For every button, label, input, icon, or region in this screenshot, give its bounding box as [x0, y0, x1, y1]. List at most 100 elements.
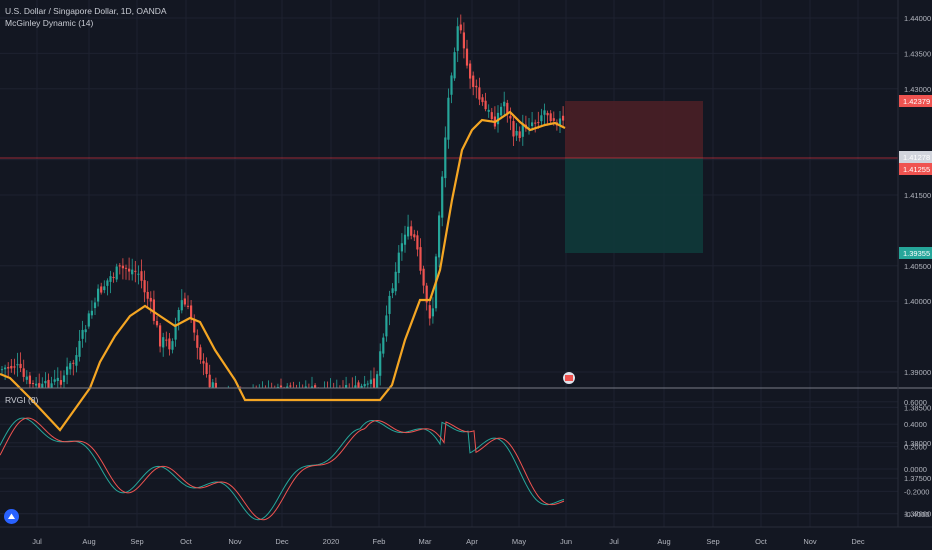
- price-axis-label: 1.43000: [904, 85, 931, 94]
- candle-body: [540, 115, 543, 122]
- price-axis-label: 1.39000: [904, 368, 931, 377]
- rvgi-signal-line: [0, 417, 565, 521]
- candle-body: [546, 112, 549, 116]
- candle-body: [196, 335, 199, 348]
- candle-body: [506, 102, 509, 114]
- candle-body: [407, 226, 410, 237]
- current-price-tag: [899, 151, 932, 163]
- candle-body: [19, 363, 22, 369]
- candle-body: [410, 226, 413, 236]
- candle-body: [363, 384, 366, 387]
- candle-body: [90, 310, 93, 316]
- candle-body: [72, 362, 75, 364]
- time-axis-label: Apr: [466, 537, 478, 546]
- candle-body: [490, 112, 493, 120]
- candle-body: [31, 383, 35, 385]
- candle-body: [372, 378, 376, 388]
- candle-body: [509, 115, 512, 119]
- candle-body: [199, 347, 202, 360]
- time-axis-label: Sep: [130, 537, 143, 546]
- candle-body: [186, 305, 190, 307]
- time-axis-label: Aug: [82, 537, 95, 546]
- candle-body: [56, 377, 59, 381]
- candle-body: [304, 386, 307, 388]
- candle-body: [521, 123, 524, 137]
- candle-body: [109, 276, 112, 282]
- entry-price-tag: [899, 163, 932, 175]
- take-profit-zone[interactable]: [565, 158, 703, 253]
- candle-body: [22, 368, 25, 377]
- candle-body: [190, 305, 193, 319]
- candle-body: [416, 235, 419, 250]
- event-flag-icon[interactable]: [563, 372, 575, 384]
- candle-body: [549, 113, 552, 122]
- indicator-legend-mcginley[interactable]: McGinley Dynamic (14): [5, 18, 94, 28]
- candle-body: [558, 118, 562, 127]
- candle-body: [174, 323, 177, 340]
- candle-body: [518, 131, 521, 139]
- price-axis-label: 1.43500: [904, 49, 931, 58]
- time-axis-label: Dec: [851, 537, 865, 546]
- rvgi-axis-label: 0.2000: [904, 443, 927, 452]
- candle-body: [345, 385, 348, 388]
- candle-body: [118, 265, 121, 267]
- symbol-title[interactable]: U.S. Dollar / Singapore Dollar, 1D, OAND…: [5, 6, 167, 16]
- candle-body: [394, 271, 397, 292]
- candle-body: [103, 286, 106, 291]
- candle-body: [121, 265, 124, 269]
- candle-body: [152, 299, 155, 321]
- candle-body: [44, 380, 47, 384]
- candle-body: [537, 122, 540, 124]
- candle-body: [289, 385, 292, 387]
- candle-body: [400, 243, 403, 252]
- time-axis-label: Sep: [706, 537, 719, 546]
- stop-loss-zone[interactable]: [565, 101, 703, 158]
- price-axis-label: 1.40500: [904, 262, 931, 271]
- candle-body: [146, 291, 149, 299]
- candle-body: [16, 364, 19, 366]
- candle-body: [35, 383, 38, 386]
- target-price-tag: [899, 247, 932, 259]
- candle-body: [388, 295, 391, 314]
- rvgi-pane: [0, 417, 565, 521]
- indicator-legend-rvgi[interactable]: RVGI (8): [5, 395, 39, 405]
- candle-body: [478, 87, 481, 100]
- candle-body: [137, 273, 140, 275]
- candle-body: [496, 112, 500, 125]
- candle-body: [369, 379, 372, 384]
- time-axis-label: Nov: [803, 537, 817, 546]
- candle-body: [47, 379, 50, 388]
- rvgi-axis-label: -0.4000: [904, 510, 929, 519]
- price-axis-label: 1.38500: [904, 403, 931, 412]
- candle-body: [53, 379, 56, 382]
- candle-body: [75, 355, 78, 366]
- price-axis-label: 1.44000: [904, 14, 931, 23]
- candle-body: [180, 300, 183, 311]
- mcginley-dynamic-line: [0, 110, 566, 432]
- time-axis-label: Jul: [32, 537, 42, 546]
- rvgi-axis-label: -0.2000: [904, 487, 929, 496]
- candle-body: [4, 367, 7, 370]
- candle-body: [50, 383, 53, 388]
- candle-body: [456, 26, 459, 51]
- candle-body: [168, 338, 171, 350]
- candle-body: [459, 24, 462, 31]
- candle-body: [87, 313, 90, 327]
- candle-body: [93, 302, 97, 309]
- time-axis-label: Feb: [373, 537, 386, 546]
- tradingview-logo-icon[interactable]: [4, 509, 19, 524]
- candle-body: [25, 376, 28, 380]
- candle-body: [484, 100, 487, 110]
- candle-body: [128, 268, 131, 272]
- candle-body: [84, 329, 87, 333]
- candle-body: [403, 234, 407, 245]
- rvgi-axis-label: 0.6000: [904, 398, 927, 407]
- candle-body: [503, 101, 506, 107]
- candle-body: [515, 130, 518, 136]
- price-axis-label: 1.37000: [904, 510, 931, 519]
- candle-body: [543, 110, 546, 115]
- time-axis-label: 2020: [323, 537, 340, 546]
- price-axis-label: 1.41500: [904, 191, 931, 200]
